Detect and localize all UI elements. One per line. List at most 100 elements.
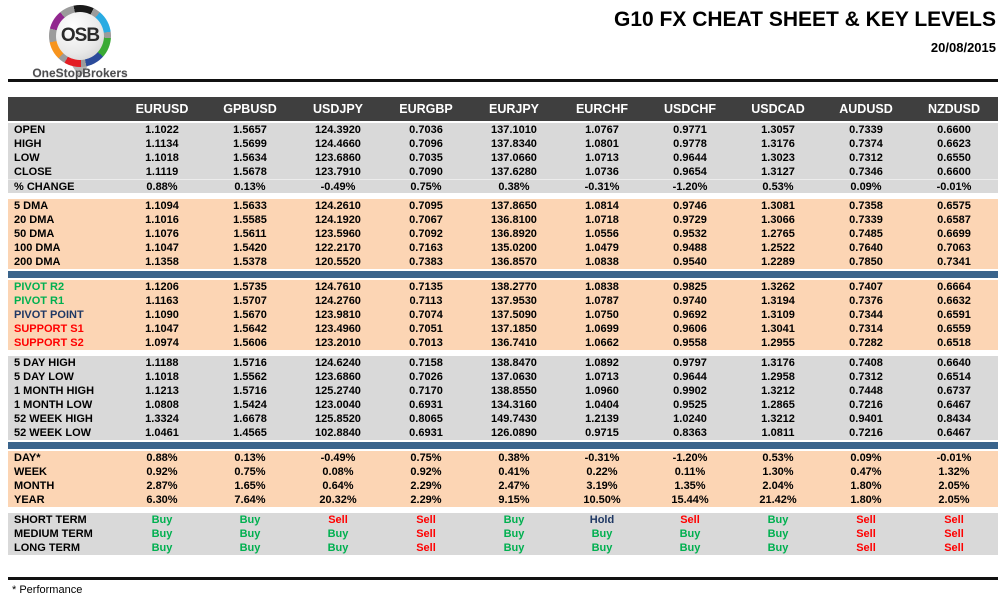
value-cell: 0.64% [322, 480, 354, 492]
value-cell: 0.7095 [409, 200, 443, 212]
value-cell: 2.05% [938, 480, 970, 492]
row-label: LOW [14, 152, 40, 164]
signal-cell: Hold [589, 514, 615, 526]
value-cell: 0.11% [674, 466, 706, 478]
table-row: LONG TERM Buy Buy Buy Sell Buy Buy Buy Buy Sell Se… [8, 541, 998, 555]
value-cell: -0.01% [936, 452, 972, 464]
footer-divider [8, 577, 998, 580]
signal-cell: Sell [856, 514, 876, 526]
value-cell: 0.7485 [849, 228, 883, 240]
row-label: DAY* [14, 452, 41, 464]
column-header: EURJPY [488, 102, 540, 116]
signal-cell: Buy [679, 542, 701, 554]
value-cell: 0.6559 [937, 323, 971, 335]
value-cell: 0.38% [498, 180, 530, 193]
row-label: SUPPORT S2 [14, 337, 84, 349]
row-label: CLOSE [14, 166, 52, 178]
value-cell: 1.3176 [761, 138, 795, 150]
value-cell: 0.7096 [409, 138, 443, 150]
value-cell: 1.0892 [585, 357, 619, 369]
value-cell: -0.31% [584, 452, 620, 464]
value-cell: 0.09% [850, 452, 882, 464]
value-cell: 0.9488 [673, 242, 707, 254]
value-cell: 0.9692 [673, 309, 707, 321]
value-cell: 0.47% [850, 466, 882, 478]
value-cell: -0.31% [584, 180, 620, 193]
value-cell: 1.5678 [233, 166, 267, 178]
value-cell: 0.9644 [673, 152, 707, 164]
value-cell: 0.7035 [409, 152, 443, 164]
value-cell: 0.6600 [937, 166, 971, 178]
value-cell: 0.7113 [409, 295, 443, 307]
value-cell: 1.5642 [233, 323, 267, 335]
value-cell: 0.6664 [937, 281, 971, 293]
value-cell: 1.0736 [585, 166, 619, 178]
value-cell: 126.0890 [491, 427, 537, 439]
value-cell: 102.8840 [315, 427, 361, 439]
value-cell: 0.9532 [673, 228, 707, 240]
table-row: MEDIUM TERM Buy Buy Buy Sell Buy Buy Buy Buy Sell… [8, 527, 998, 541]
table-header-row: EURUSD GPBUSD USDJPY EURGBP EURJPY EURCHF USDC… [8, 97, 998, 123]
section-gap [8, 507, 998, 513]
value-cell: 20.32% [319, 494, 357, 506]
value-cell: 137.6280 [491, 166, 537, 178]
value-cell: 1.3041 [761, 323, 795, 335]
value-cell: 1.3262 [761, 281, 795, 293]
brand-logo: OSB OneStopBrokers [20, 5, 140, 80]
value-cell: 1.1016 [145, 214, 179, 226]
value-cell: 0.92% [410, 466, 442, 478]
value-cell: 1.35% [674, 480, 706, 492]
value-cell: 1.0767 [585, 124, 619, 136]
value-cell: 1.2289 [761, 256, 795, 268]
value-cell: 122.2170 [315, 242, 361, 254]
value-cell: 137.8340 [491, 138, 537, 150]
value-cell: 1.0801 [585, 138, 619, 150]
value-cell: 0.7063 [937, 242, 971, 254]
value-cell: 1.3066 [761, 214, 795, 226]
value-cell: 3.19% [586, 480, 618, 492]
value-cell: 1.1206 [145, 281, 179, 293]
signal-cell: Buy [767, 542, 789, 554]
report-date: 20/08/2015 [930, 40, 996, 55]
value-cell: 0.7346 [849, 166, 883, 178]
value-cell: -1.20% [672, 180, 708, 193]
fx-table: EURUSD GPBUSD USDJPY EURGBP EURJPY EURCHF USDC… [8, 97, 998, 555]
value-cell: 1.3212 [761, 385, 795, 397]
footnote: * Performance [12, 584, 83, 596]
row-label: % CHANGE [14, 180, 75, 193]
column-header: EURGBP [399, 102, 453, 116]
value-cell: 123.0040 [315, 399, 361, 411]
value-cell: 0.8065 [409, 413, 443, 425]
value-cell: 1.3194 [761, 295, 795, 307]
value-cell: 1.0713 [585, 371, 619, 383]
value-cell: 0.08% [322, 466, 354, 478]
value-cell: 0.6931 [409, 427, 443, 439]
section-divider-bar [8, 269, 998, 280]
value-cell: 0.88% [146, 452, 178, 464]
value-cell: 1.0787 [585, 295, 619, 307]
signal-cell: Buy [239, 514, 261, 526]
signal-cell: Buy [151, 542, 173, 554]
value-cell: 0.13% [234, 180, 266, 193]
table-row: CLOSE 1.1119 1.5678 123.7910 0.7090 137.6280 1… [8, 165, 998, 179]
row-label: 5 DAY HIGH [14, 357, 76, 369]
table-row: OPEN 1.1022 1.5657 124.3920 0.7036 137.1010 1.… [8, 123, 998, 137]
table-row: 52 WEEK LOW 1.0461 1.4565 102.8840 0.6931 126… [8, 426, 998, 440]
value-cell: 1.0699 [585, 323, 619, 335]
value-cell: 1.0662 [585, 337, 619, 349]
value-cell: 124.2760 [315, 295, 361, 307]
row-label: 200 DMA [14, 256, 61, 268]
column-header: USDJPY [312, 102, 364, 116]
value-cell: 0.88% [146, 180, 178, 193]
value-cell: 0.6591 [937, 309, 971, 321]
value-cell: 1.2765 [761, 228, 795, 240]
value-cell: 2.47% [498, 480, 530, 492]
value-cell: 0.7026 [409, 371, 443, 383]
row-label: MEDIUM TERM [14, 528, 93, 540]
value-cell: 0.9902 [673, 385, 707, 397]
value-cell: 0.6699 [937, 228, 971, 240]
value-cell: 1.1213 [145, 385, 179, 397]
value-cell: 2.87% [146, 480, 178, 492]
value-cell: 123.9810 [315, 309, 361, 321]
column-header: GPBUSD [223, 102, 277, 116]
